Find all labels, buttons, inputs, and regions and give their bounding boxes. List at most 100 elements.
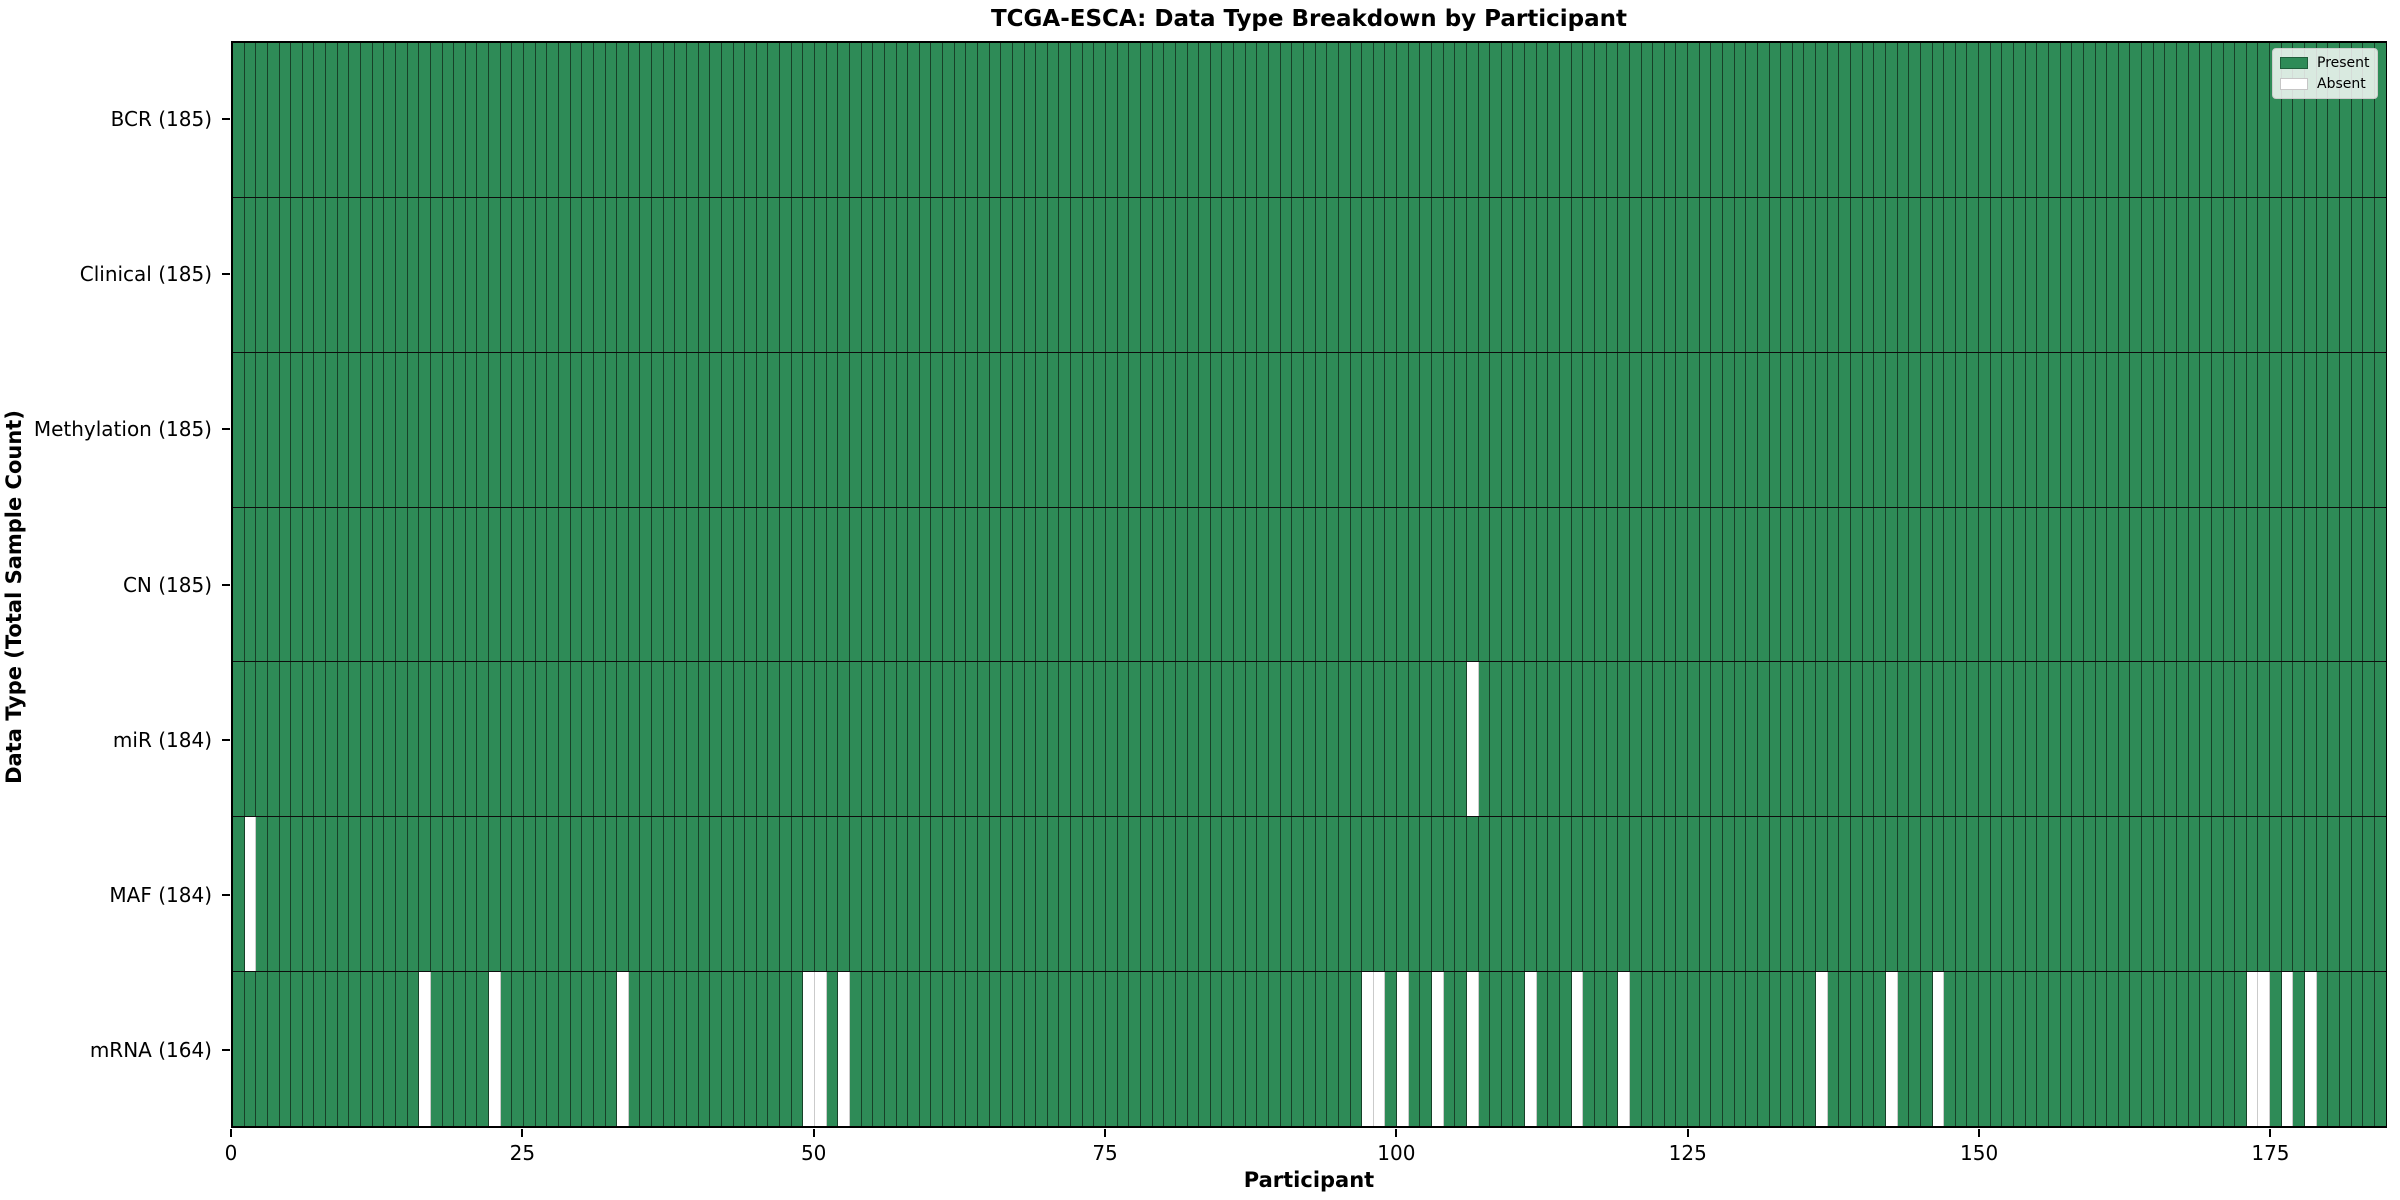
heatmap-cell (1513, 43, 1526, 197)
heatmap-cell (873, 507, 885, 662)
heatmap-cell (407, 197, 420, 352)
heatmap-cell (1839, 507, 1852, 662)
heatmap-cell (465, 817, 478, 972)
heatmap-cell (849, 817, 862, 972)
heatmap-cell (1560, 972, 1572, 1127)
heatmap-cell (2305, 662, 2317, 817)
heatmap-cell (1420, 972, 1432, 1127)
heatmap-cell (1234, 43, 1246, 197)
heatmap-cell (710, 197, 722, 352)
heatmap-cell (2014, 662, 2026, 817)
heatmap-cell (1222, 507, 1235, 662)
heatmap-cell (640, 507, 653, 662)
heatmap-cell (233, 972, 245, 1127)
heatmap-cell (756, 972, 769, 1127)
x-tick-label-0: 0 (224, 1141, 238, 1165)
heatmap-cell (1967, 197, 1980, 352)
heatmap-cell (745, 197, 757, 352)
heatmap-cell (1315, 507, 1328, 662)
heatmap-cell (1280, 972, 1293, 1127)
heatmap-cell (1338, 507, 1351, 662)
heatmap-cell (1513, 972, 1526, 1127)
heatmap-cell (2037, 507, 2049, 662)
heatmap-cell (1885, 972, 1898, 1127)
heatmap-cell (1315, 817, 1328, 972)
heatmap-cell (1909, 972, 1921, 1127)
heatmap-cell (2305, 352, 2317, 507)
heatmap-cell (1641, 972, 1654, 1127)
heatmap-cell (1827, 817, 1840, 972)
heatmap-cell (1001, 972, 1013, 1127)
heatmap-cell (1606, 817, 1619, 972)
y-tick-label-bcr: BCR (185) (110, 106, 212, 131)
heatmap-cell (1920, 43, 1933, 197)
heatmap-cell (873, 352, 885, 507)
heatmap-cell (1001, 197, 1013, 352)
heatmap-cell (1653, 972, 1665, 1127)
heatmap-cell (943, 972, 955, 1127)
heatmap-cell (1699, 817, 1712, 972)
legend: Present Absent (2272, 48, 2378, 99)
heatmap-cell (2083, 507, 2096, 662)
heatmap-cell (1664, 352, 1677, 507)
heatmap-cell (2328, 972, 2340, 1127)
heatmap-cell (2235, 352, 2247, 507)
heatmap-cell (1059, 817, 1072, 972)
heatmap-cell (1501, 352, 1514, 507)
heatmap-cell (1152, 662, 1165, 817)
heatmap-cell (1746, 352, 1758, 507)
heatmap-cell (1001, 662, 1013, 817)
heatmap-cell (2014, 507, 2026, 662)
heatmap-cell (1455, 662, 1467, 817)
heatmap-cell (291, 507, 303, 662)
heatmap-cell (2316, 972, 2329, 1127)
heatmap-cell (1874, 817, 1886, 972)
heatmap-cell (279, 507, 292, 662)
heatmap-cell (593, 507, 606, 662)
heatmap-cell (1746, 817, 1758, 972)
heatmap-cell (2025, 352, 2038, 507)
heatmap-cell (2107, 197, 2119, 352)
heatmap-cell (1257, 352, 1270, 507)
chart-title: TCGA-ESCA: Data Type Breakdown by Partic… (990, 6, 1628, 32)
heatmap-cell (1501, 662, 1514, 817)
x-tick-label-50: 50 (800, 1141, 827, 1165)
heatmap-cell (372, 43, 385, 197)
heatmap-cell (1699, 972, 1712, 1127)
heatmap-cell (1816, 662, 1828, 817)
heatmap-cell (2258, 197, 2271, 352)
heatmap-cell (2281, 662, 2294, 817)
heatmap-cell (1839, 352, 1852, 507)
heatmap-cell (605, 817, 618, 972)
heatmap-cell (954, 197, 967, 352)
heatmap-cell (1001, 43, 1013, 197)
heatmap-cell (1618, 43, 1630, 197)
heatmap-cell (721, 662, 734, 817)
heatmap-cell (244, 662, 257, 817)
heatmap-cell (512, 662, 525, 817)
heatmap-cell (1629, 197, 1642, 352)
legend-present-label: Present (2317, 55, 2370, 71)
heatmap-cell (1199, 197, 1211, 352)
heatmap-cell (2048, 197, 2061, 352)
heatmap-cell (1071, 197, 1083, 352)
heatmap-cell (2223, 197, 2236, 352)
heatmap-cell (1525, 197, 1537, 352)
heatmap-cell (1909, 507, 1921, 662)
heatmap-cell (1292, 817, 1304, 972)
heatmap-cell (978, 817, 990, 972)
heatmap-cell (745, 972, 757, 1127)
heatmap-cell (2130, 507, 2143, 662)
heatmap-cell (1431, 507, 1444, 662)
heatmap-cell (733, 817, 746, 972)
heatmap-cell (2339, 817, 2352, 972)
heatmap-cell (1362, 972, 1374, 1127)
heatmap-cell (2153, 352, 2166, 507)
heatmap-cell (1571, 662, 1584, 817)
heatmap-cell (1769, 972, 1782, 1127)
heatmap-cell (675, 662, 687, 817)
heatmap-cell (838, 972, 850, 1127)
heatmap-cell (1036, 352, 1048, 507)
heatmap-cell (1734, 507, 1747, 662)
heatmap-cell (2048, 352, 2061, 507)
